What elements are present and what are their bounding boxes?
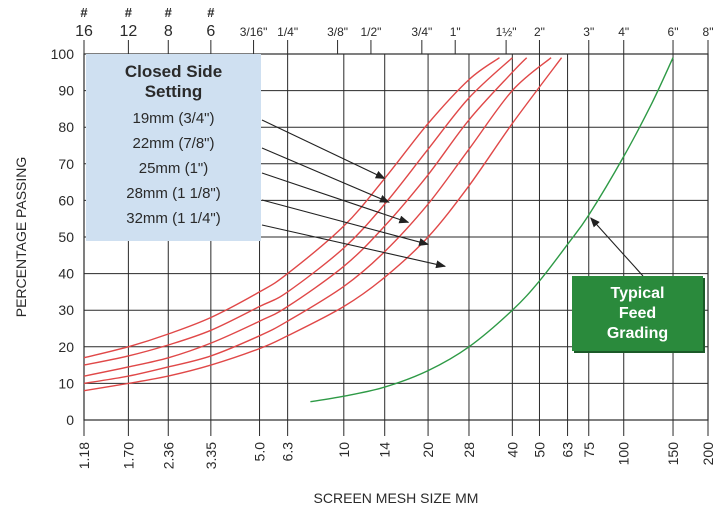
x-tick-label: 5.0 xyxy=(252,442,268,462)
legend-title: Closed Side Setting xyxy=(86,62,261,102)
top-axis-ticks: #16 #12 #8 #6 3/16" 1/4" 3/8" 1/2" 3/4" 1" 1½" 2" 3"… xyxy=(75,5,713,40)
legend-arrow-2 xyxy=(262,173,408,222)
top-inch-label: 3/16" xyxy=(240,25,268,39)
top-inch-label: 1" xyxy=(450,25,461,39)
top-inch-label: 1½" xyxy=(496,25,517,39)
x-tick-label: 200 xyxy=(700,442,716,466)
y-tick-label: 50 xyxy=(58,229,74,245)
y-tick-label: 20 xyxy=(58,339,74,355)
legend-item-19mm: 19mm (3/4") xyxy=(86,110,261,127)
feed-label-line3: Grading xyxy=(572,324,703,344)
y-tick-label: 30 xyxy=(58,302,74,318)
legend-item-25mm: 25mm (1") xyxy=(86,160,261,177)
x-axis-ticks: 1.18 1.70 2.36 3.35 5.0 6.3 10 14 20 28 40 50 63 75 10… xyxy=(76,442,716,469)
arrows xyxy=(262,120,643,276)
legend-title-line1: Closed Side xyxy=(86,62,261,82)
y-tick-label: 90 xyxy=(58,83,74,99)
x-axis-label: SCREEN MESH SIZE MM xyxy=(314,490,479,506)
top-inch-label: 3/4" xyxy=(411,25,432,39)
x-tick-label: 20 xyxy=(420,442,436,458)
top-inch-label: 3/8" xyxy=(327,25,348,39)
legend-closed-side-setting: Closed Side Setting 19mm (3/4") 22mm (7/… xyxy=(86,54,261,241)
x-tick-label: 75 xyxy=(581,442,597,458)
top-mesh-mark: # xyxy=(207,5,215,20)
top-inch-label: 8" xyxy=(703,25,714,39)
x-tick-label: 63 xyxy=(560,442,576,458)
top-mesh-mark: # xyxy=(165,5,173,20)
top-inch-label: 4" xyxy=(618,25,629,39)
x-tick-label: 40 xyxy=(504,442,520,458)
x-tick-label: 100 xyxy=(616,442,632,466)
legend-title-line2: Setting xyxy=(86,82,261,102)
x-tick-label: 150 xyxy=(665,442,681,466)
top-mesh-mark: # xyxy=(80,5,88,20)
legend-item-28mm: 28mm (1 1/8") xyxy=(86,185,261,202)
y-tick-label: 10 xyxy=(58,375,74,391)
x-tick-label: 6.3 xyxy=(280,442,296,462)
y-axis-ticks: 0 10 20 30 40 50 60 70 80 90 100 xyxy=(51,46,75,428)
legend-item-32mm: 32mm (1 1/4") xyxy=(86,210,261,227)
feed-label-line2: Feed xyxy=(572,304,703,324)
legend-arrow-3 xyxy=(262,200,428,244)
x-tick-label: 2.36 xyxy=(160,442,176,469)
top-inch-label: 1/2" xyxy=(360,25,381,39)
x-tick-label: 50 xyxy=(531,442,547,458)
y-tick-label: 60 xyxy=(58,192,74,208)
top-mesh-label: 6 xyxy=(206,23,215,40)
x-tick-label: 1.70 xyxy=(120,442,136,469)
top-inch-label: 2" xyxy=(534,25,545,39)
top-mesh-label: 12 xyxy=(119,23,137,40)
legend-arrow-0 xyxy=(262,120,385,178)
top-mesh-mark: # xyxy=(125,5,133,20)
top-inch-label: 1/4" xyxy=(277,25,298,39)
top-inch-label: 3" xyxy=(583,25,594,39)
x-tick-label: 1.18 xyxy=(76,442,92,469)
feed-arrow xyxy=(591,218,643,276)
y-tick-label: 40 xyxy=(58,266,74,282)
feed-label-line1: Typical xyxy=(572,284,703,304)
y-tick-label: 0 xyxy=(66,412,74,428)
legend-arrow-4 xyxy=(262,225,445,266)
legend-item-22mm: 22mm (7/8") xyxy=(86,135,261,152)
y-tick-label: 80 xyxy=(58,119,74,135)
x-tick-label: 10 xyxy=(336,442,352,458)
x-tick-label: 3.35 xyxy=(203,442,219,469)
feed-grading-label: Typical Feed Grading xyxy=(572,276,703,351)
x-tick-label: 28 xyxy=(461,442,477,458)
y-tick-label: 70 xyxy=(58,156,74,172)
top-mesh-label: 8 xyxy=(164,23,173,40)
top-inch-label: 6" xyxy=(668,25,679,39)
y-tick-label: 100 xyxy=(51,46,75,62)
y-axis-label: PERCENTAGE PASSING xyxy=(13,157,29,318)
x-tick-label: 14 xyxy=(377,442,393,458)
top-mesh-label: 16 xyxy=(75,23,93,40)
